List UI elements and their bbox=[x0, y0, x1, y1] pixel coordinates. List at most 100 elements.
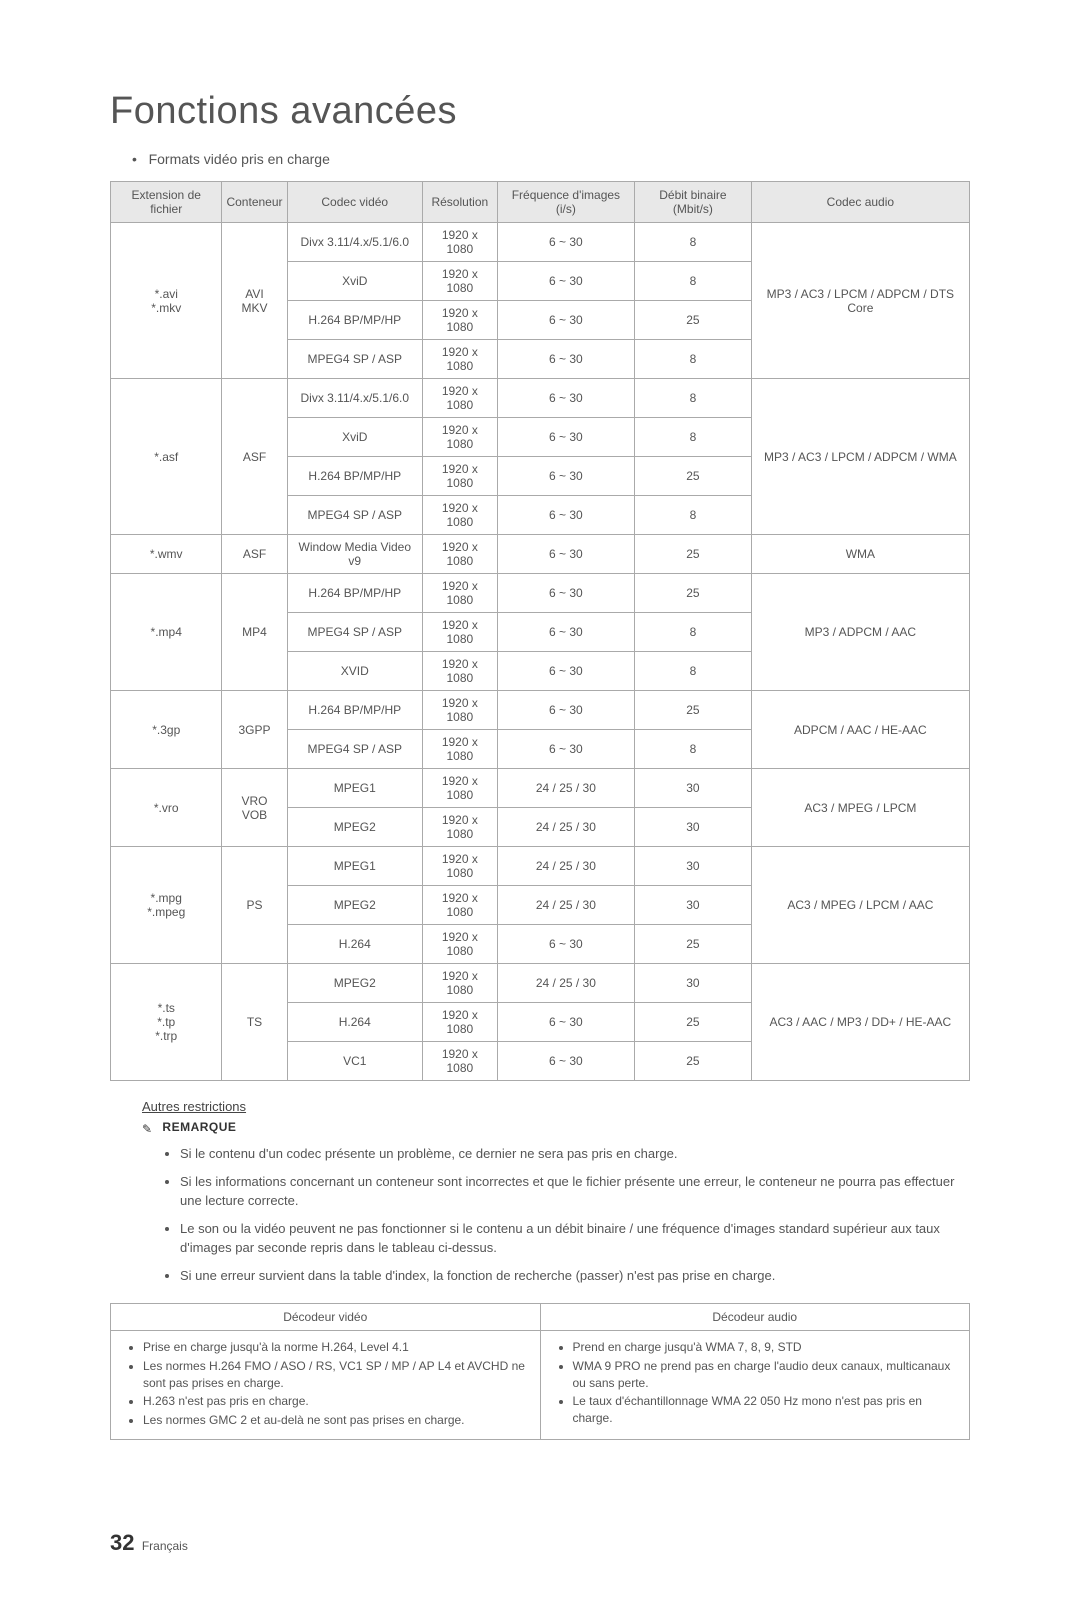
cell-fps: 6 ~ 30 bbox=[497, 379, 634, 418]
cell-vcodec: Divx 3.11/4.x/5.1/6.0 bbox=[287, 379, 422, 418]
table-row: *.mp4MP4H.264 BP/MP/HP1920 x 10806 ~ 302… bbox=[111, 574, 970, 613]
cell-ext: *.vro bbox=[111, 769, 222, 847]
col-audio-decoder: Décodeur audio bbox=[540, 1304, 970, 1331]
cell-acodec: ADPCM / AAC / HE-AAC bbox=[751, 691, 969, 769]
cell-res: 1920 x 1080 bbox=[423, 769, 498, 808]
table-row: *.ts*.tp*.trpTSMPEG21920 x 108024 / 25 /… bbox=[111, 964, 970, 1003]
cell-fps: 6 ~ 30 bbox=[497, 1042, 634, 1081]
cell-vcodec: H.264 bbox=[287, 1003, 422, 1042]
cell-ext: *.3gp bbox=[111, 691, 222, 769]
audio-decoder-item: Prend en charge jusqu'à WMA 7, 8, 9, STD bbox=[573, 1339, 956, 1356]
cell-vcodec: MPEG2 bbox=[287, 808, 422, 847]
decoder-table: Décodeur vidéo Décodeur audio Prise en c… bbox=[110, 1303, 970, 1440]
cell-vcodec: XviD bbox=[287, 262, 422, 301]
cell-bitrate: 30 bbox=[635, 886, 752, 925]
page-footer: 32 Français bbox=[110, 1530, 970, 1556]
cell-bitrate: 8 bbox=[635, 613, 752, 652]
cell-vcodec: H.264 BP/MP/HP bbox=[287, 691, 422, 730]
note-item: Si les informations concernant un conten… bbox=[180, 1172, 970, 1211]
cell-vcodec: MPEG4 SP / ASP bbox=[287, 496, 422, 535]
col-res: Résolution bbox=[423, 182, 498, 223]
cell-bitrate: 8 bbox=[635, 262, 752, 301]
cell-res: 1920 x 1080 bbox=[423, 457, 498, 496]
cell-container: MP4 bbox=[222, 574, 287, 691]
col-bitrate: Débit binaire (Mbit/s) bbox=[635, 182, 752, 223]
cell-fps: 6 ~ 30 bbox=[497, 652, 634, 691]
cell-fps: 6 ~ 30 bbox=[497, 1003, 634, 1042]
video-decoder-item: H.263 n'est pas pris en charge. bbox=[143, 1393, 526, 1410]
cell-vcodec: MPEG4 SP / ASP bbox=[287, 340, 422, 379]
cell-bitrate: 8 bbox=[635, 340, 752, 379]
cell-acodec: AC3 / MPEG / LPCM / AAC bbox=[751, 847, 969, 964]
table-row: *.asfASFDivx 3.11/4.x/5.1/6.01920 x 1080… bbox=[111, 379, 970, 418]
restrictions-heading: Autres restrictions bbox=[142, 1099, 970, 1114]
cell-ext: *.asf bbox=[111, 379, 222, 535]
cell-vcodec: XviD bbox=[287, 418, 422, 457]
cell-res: 1920 x 1080 bbox=[423, 496, 498, 535]
table-row: *.mpg*.mpegPSMPEG11920 x 108024 / 25 / 3… bbox=[111, 847, 970, 886]
cell-bitrate: 8 bbox=[635, 730, 752, 769]
table-row: *.avi*.mkvAVIMKVDivx 3.11/4.x/5.1/6.0192… bbox=[111, 223, 970, 262]
cell-fps: 6 ~ 30 bbox=[497, 925, 634, 964]
cell-ext: *.mp4 bbox=[111, 574, 222, 691]
cell-fps: 6 ~ 30 bbox=[497, 574, 634, 613]
cell-fps: 6 ~ 30 bbox=[497, 613, 634, 652]
cell-fps: 6 ~ 30 bbox=[497, 418, 634, 457]
cell-bitrate: 8 bbox=[635, 418, 752, 457]
cell-res: 1920 x 1080 bbox=[423, 340, 498, 379]
cell-vcodec: MPEG2 bbox=[287, 964, 422, 1003]
audio-decoder-item: Le taux d'échantillonnage WMA 22 050 Hz … bbox=[573, 1393, 956, 1427]
cell-fps: 6 ~ 30 bbox=[497, 223, 634, 262]
cell-vcodec: MPEG2 bbox=[287, 886, 422, 925]
col-container: Conteneur bbox=[222, 182, 287, 223]
col-ext: Extension de fichier bbox=[111, 182, 222, 223]
cell-fps: 6 ~ 30 bbox=[497, 496, 634, 535]
cell-vcodec: MPEG4 SP / ASP bbox=[287, 730, 422, 769]
page-title: Fonctions avancées bbox=[110, 90, 970, 133]
remarque-text: REMARQUE bbox=[162, 1120, 236, 1134]
cell-fps: 6 ~ 30 bbox=[497, 301, 634, 340]
cell-fps: 6 ~ 30 bbox=[497, 340, 634, 379]
note-icon: ✎ bbox=[142, 1122, 153, 1136]
cell-res: 1920 x 1080 bbox=[423, 1042, 498, 1081]
cell-bitrate: 8 bbox=[635, 379, 752, 418]
cell-res: 1920 x 1080 bbox=[423, 301, 498, 340]
video-decoder-cell: Prise en charge jusqu'à la norme H.264, … bbox=[111, 1331, 541, 1440]
cell-vcodec: H.264 bbox=[287, 925, 422, 964]
cell-bitrate: 8 bbox=[635, 223, 752, 262]
cell-res: 1920 x 1080 bbox=[423, 223, 498, 262]
cell-container: AVIMKV bbox=[222, 223, 287, 379]
cell-acodec: MP3 / AC3 / LPCM / ADPCM / WMA bbox=[751, 379, 969, 535]
cell-vcodec: VC1 bbox=[287, 1042, 422, 1081]
cell-vcodec: Window Media Video v9 bbox=[287, 535, 422, 574]
page-language: Français bbox=[142, 1539, 188, 1553]
cell-bitrate: 30 bbox=[635, 808, 752, 847]
cell-fps: 6 ~ 30 bbox=[497, 535, 634, 574]
cell-res: 1920 x 1080 bbox=[423, 535, 498, 574]
note-item: Si une erreur survient dans la table d'i… bbox=[180, 1266, 970, 1286]
cell-ext: *.avi*.mkv bbox=[111, 223, 222, 379]
cell-fps: 24 / 25 / 30 bbox=[497, 847, 634, 886]
video-decoder-item: Les normes H.264 FMO / ASO / RS, VC1 SP … bbox=[143, 1358, 526, 1392]
cell-bitrate: 25 bbox=[635, 457, 752, 496]
cell-res: 1920 x 1080 bbox=[423, 925, 498, 964]
video-decoder-item: Les normes GMC 2 et au-delà ne sont pas … bbox=[143, 1412, 526, 1429]
cell-bitrate: 25 bbox=[635, 1003, 752, 1042]
cell-bitrate: 30 bbox=[635, 769, 752, 808]
cell-res: 1920 x 1080 bbox=[423, 886, 498, 925]
table-row: *.3gp3GPPH.264 BP/MP/HP1920 x 10806 ~ 30… bbox=[111, 691, 970, 730]
video-decoder-item: Prise en charge jusqu'à la norme H.264, … bbox=[143, 1339, 526, 1356]
cell-vcodec: H.264 BP/MP/HP bbox=[287, 574, 422, 613]
note-item: Si le contenu d'un codec présente un pro… bbox=[180, 1144, 970, 1164]
cell-fps: 24 / 25 / 30 bbox=[497, 886, 634, 925]
cell-res: 1920 x 1080 bbox=[423, 652, 498, 691]
cell-acodec: WMA bbox=[751, 535, 969, 574]
section-subtitle: • Formats vidéo pris en charge bbox=[132, 151, 970, 167]
cell-container: VROVOB bbox=[222, 769, 287, 847]
cell-acodec: MP3 / ADPCM / AAC bbox=[751, 574, 969, 691]
cell-bitrate: 8 bbox=[635, 496, 752, 535]
cell-bitrate: 25 bbox=[635, 535, 752, 574]
cell-res: 1920 x 1080 bbox=[423, 1003, 498, 1042]
cell-container: ASF bbox=[222, 535, 287, 574]
cell-fps: 24 / 25 / 30 bbox=[497, 769, 634, 808]
